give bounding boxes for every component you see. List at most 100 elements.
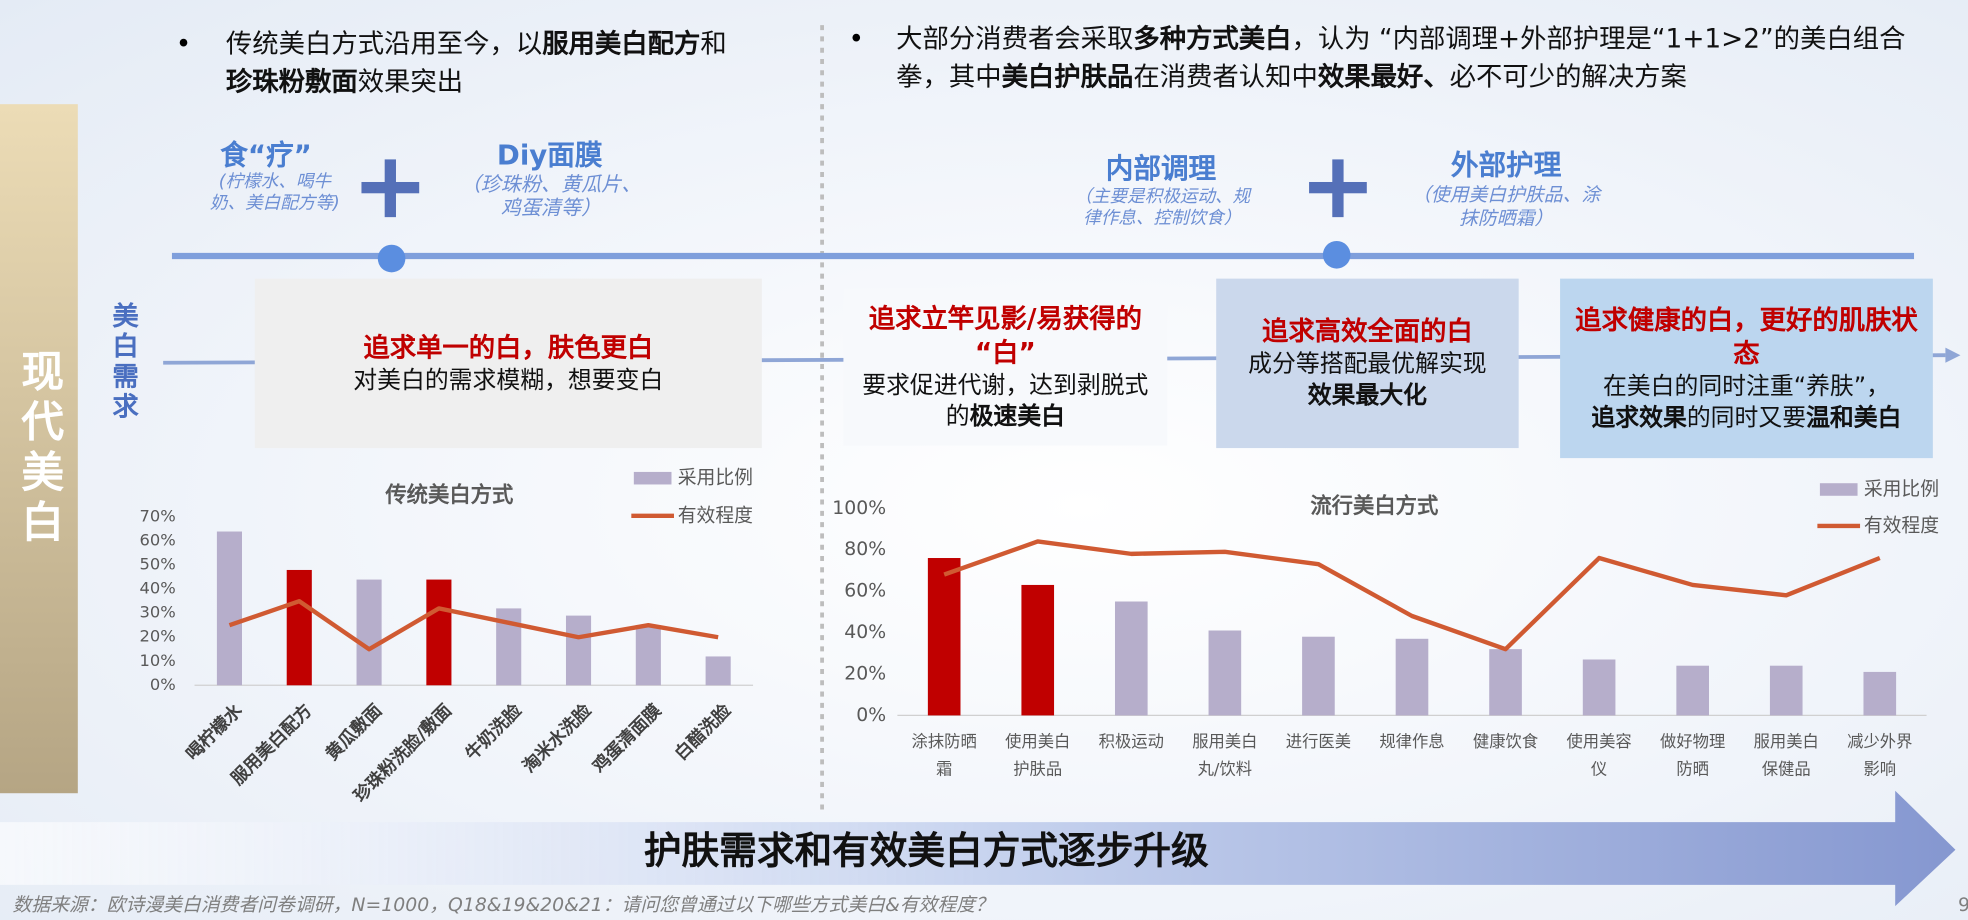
x-tick-label: 使用美白护肤品 <box>1005 732 1071 780</box>
x-tick-label: 积极运动 <box>1098 732 1164 752</box>
text-run: 成分等搭配最优解实现 <box>1248 350 1487 378</box>
line-series <box>228 598 719 652</box>
x-tick-label: 健康饮食 <box>1472 732 1539 752</box>
timeline-title: 外部护理 <box>1450 150 1562 182</box>
bullet-dot: • <box>848 23 864 54</box>
timeline-title: Diy面膜 <box>496 140 603 172</box>
y-tick-label: 50% <box>139 555 175 574</box>
timeline-dot <box>377 244 406 273</box>
demand-body: 在美白的同时注重“养肤”， 追求效果的同时又要温和美白 <box>1591 371 1901 434</box>
bar <box>705 656 731 686</box>
timeline-title: 内部调理 <box>1105 154 1217 186</box>
bar <box>1863 671 1897 716</box>
sidebar-wrap: 现代美白 <box>0 104 78 793</box>
source-note: 数据来源：欧诗漫美白消费者问卷调研，N=1000，Q18&19&20&21：请问… <box>12 893 994 917</box>
bar <box>286 569 312 686</box>
y-tick-label: 40% <box>139 579 175 598</box>
x-tick-label: 牛奶洗脸 <box>461 700 526 765</box>
bar <box>927 558 961 716</box>
y-tick-label: 10% <box>139 651 175 670</box>
bar <box>1395 638 1429 716</box>
text-run: 珍珠粉敷面 <box>225 66 358 97</box>
bar <box>565 615 592 686</box>
text-run: 和 <box>700 28 727 59</box>
demand-body: 对美白的需求模糊，想要变白 <box>353 365 663 396</box>
bar <box>216 531 242 686</box>
legend-swatch <box>1819 483 1858 496</box>
bar <box>1769 665 1803 716</box>
text-run: 必不可少的解决方案 <box>1449 61 1687 92</box>
x-tick-label: 黄瓜敷面 <box>322 700 387 765</box>
bar <box>1302 636 1335 716</box>
bar <box>1208 630 1242 716</box>
y-tick-label: 20% <box>844 663 886 684</box>
y-tick-label: 0% <box>150 675 176 694</box>
x-tick-label: 涂抹防晒霜 <box>911 732 977 780</box>
text-run: 效果最好、 <box>1317 61 1450 92</box>
x-tick-label: 服用美白丸/饮料 <box>1192 732 1258 780</box>
x-tick-label: 规律作息 <box>1379 732 1445 752</box>
x-tick-label: 鸡蛋清面膜 <box>588 700 666 778</box>
bar <box>1489 649 1522 716</box>
timeline-title: 食“疗” <box>220 140 312 172</box>
x-tick-label: 使用美容仪 <box>1566 732 1632 780</box>
demand-box <box>843 288 1168 446</box>
y-tick-label: 40% <box>844 622 886 643</box>
demand-box-text: 追求高效全面的白 成分等搭配最优解实现 效果最大化 <box>1216 279 1518 448</box>
legend-swatch <box>633 471 672 485</box>
demand-box-text: 追求健康的白，更好的肌肤状态 在美白的同时注重“养肤”， 追求效果的同时又要温和美… <box>1560 279 1933 458</box>
legend-label: 采用比例 <box>1864 478 1939 500</box>
text-run: 温和美白 <box>1806 403 1902 432</box>
x-tick-label: 进行医美 <box>1285 732 1352 752</box>
bullet-dot: • <box>175 28 192 59</box>
text-run: 的同时又要 <box>1686 403 1807 432</box>
x-tick-label: 淘米水洗脸 <box>519 700 596 777</box>
bar <box>356 579 382 686</box>
text-run: 追求效果 <box>1591 403 1687 432</box>
timeline-note: (柠檬水、喝牛奶、美白配方等) <box>209 171 340 214</box>
y-tick-label: 80% <box>844 539 886 560</box>
line-series <box>943 539 1881 652</box>
chart-title: 传统美白方式 <box>384 482 514 508</box>
legend-label: 有效程度 <box>678 504 753 526</box>
legend-label: 采用比例 <box>678 467 753 489</box>
timeline-note: （使用美白护肤品、涂抹防晒霜） <box>1411 183 1601 230</box>
timeline-note: （珍珠粉、黄瓜片、鸡蛋清等） <box>460 171 642 220</box>
timeline-note: （主要是积极运动、规律作息、控制饮食） <box>1074 187 1251 229</box>
demand-box <box>254 278 762 449</box>
text-run: 美白护肤品 <box>1001 61 1134 92</box>
demand-title: 追求高效全面的白 <box>1262 316 1473 347</box>
plus-icon <box>1309 159 1367 218</box>
x-tick-label: 减少外界影响 <box>1847 732 1913 780</box>
x-tick-label: 白醋洗脸 <box>671 700 736 765</box>
bar <box>426 579 452 686</box>
timeline-dot <box>1322 240 1351 269</box>
sidebar <box>0 104 78 794</box>
y-tick-label: 70% <box>139 507 175 526</box>
bar <box>1676 665 1709 716</box>
demand-box <box>1560 278 1933 459</box>
x-tick-label: 做好物理防晒 <box>1660 732 1726 780</box>
y-tick-label: 60% <box>139 531 175 550</box>
text-run: 效果最大化 <box>1307 381 1428 410</box>
sidebar-text: 现代美白 <box>13 348 64 550</box>
demand-title: 追求单一的白，肤色更白 <box>363 331 654 363</box>
y-tick-label: 20% <box>139 627 175 646</box>
text-run: 在美白的同时注重“养肤”， <box>1602 372 1890 400</box>
demand-title: 追求立竿见影/易获得的“白” <box>868 303 1142 368</box>
demand-title: 追求健康的白，更好的肌肤状态 <box>1575 304 1918 369</box>
banner-arrow <box>0 790 1956 907</box>
text-run: 传统美白方式沿用至今，以 <box>225 28 543 59</box>
right-bullet: 大部分消费者会采取多种方式美白，认为 “内部调理+外部护理是“1+1>2”的美白… <box>896 20 1938 95</box>
text-run: 在消费者认知中 <box>1133 61 1318 92</box>
bar <box>1114 601 1148 716</box>
text-run: 多种方式美白 <box>1133 23 1292 54</box>
demand-body: 要求促进代谢，达到剥脱式的极速美白 <box>858 370 1152 433</box>
demand-box-text: 追求立竿见影/易获得的“白” 要求促进代谢，达到剥脱式的极速美白 <box>843 289 1167 446</box>
demand-box-text: 追求单一的白，肤色更白 对美白的需求模糊，想要变白 <box>255 279 762 448</box>
y-tick-label: 100% <box>832 498 886 519</box>
text-run: 服用美白配方 <box>542 28 701 59</box>
